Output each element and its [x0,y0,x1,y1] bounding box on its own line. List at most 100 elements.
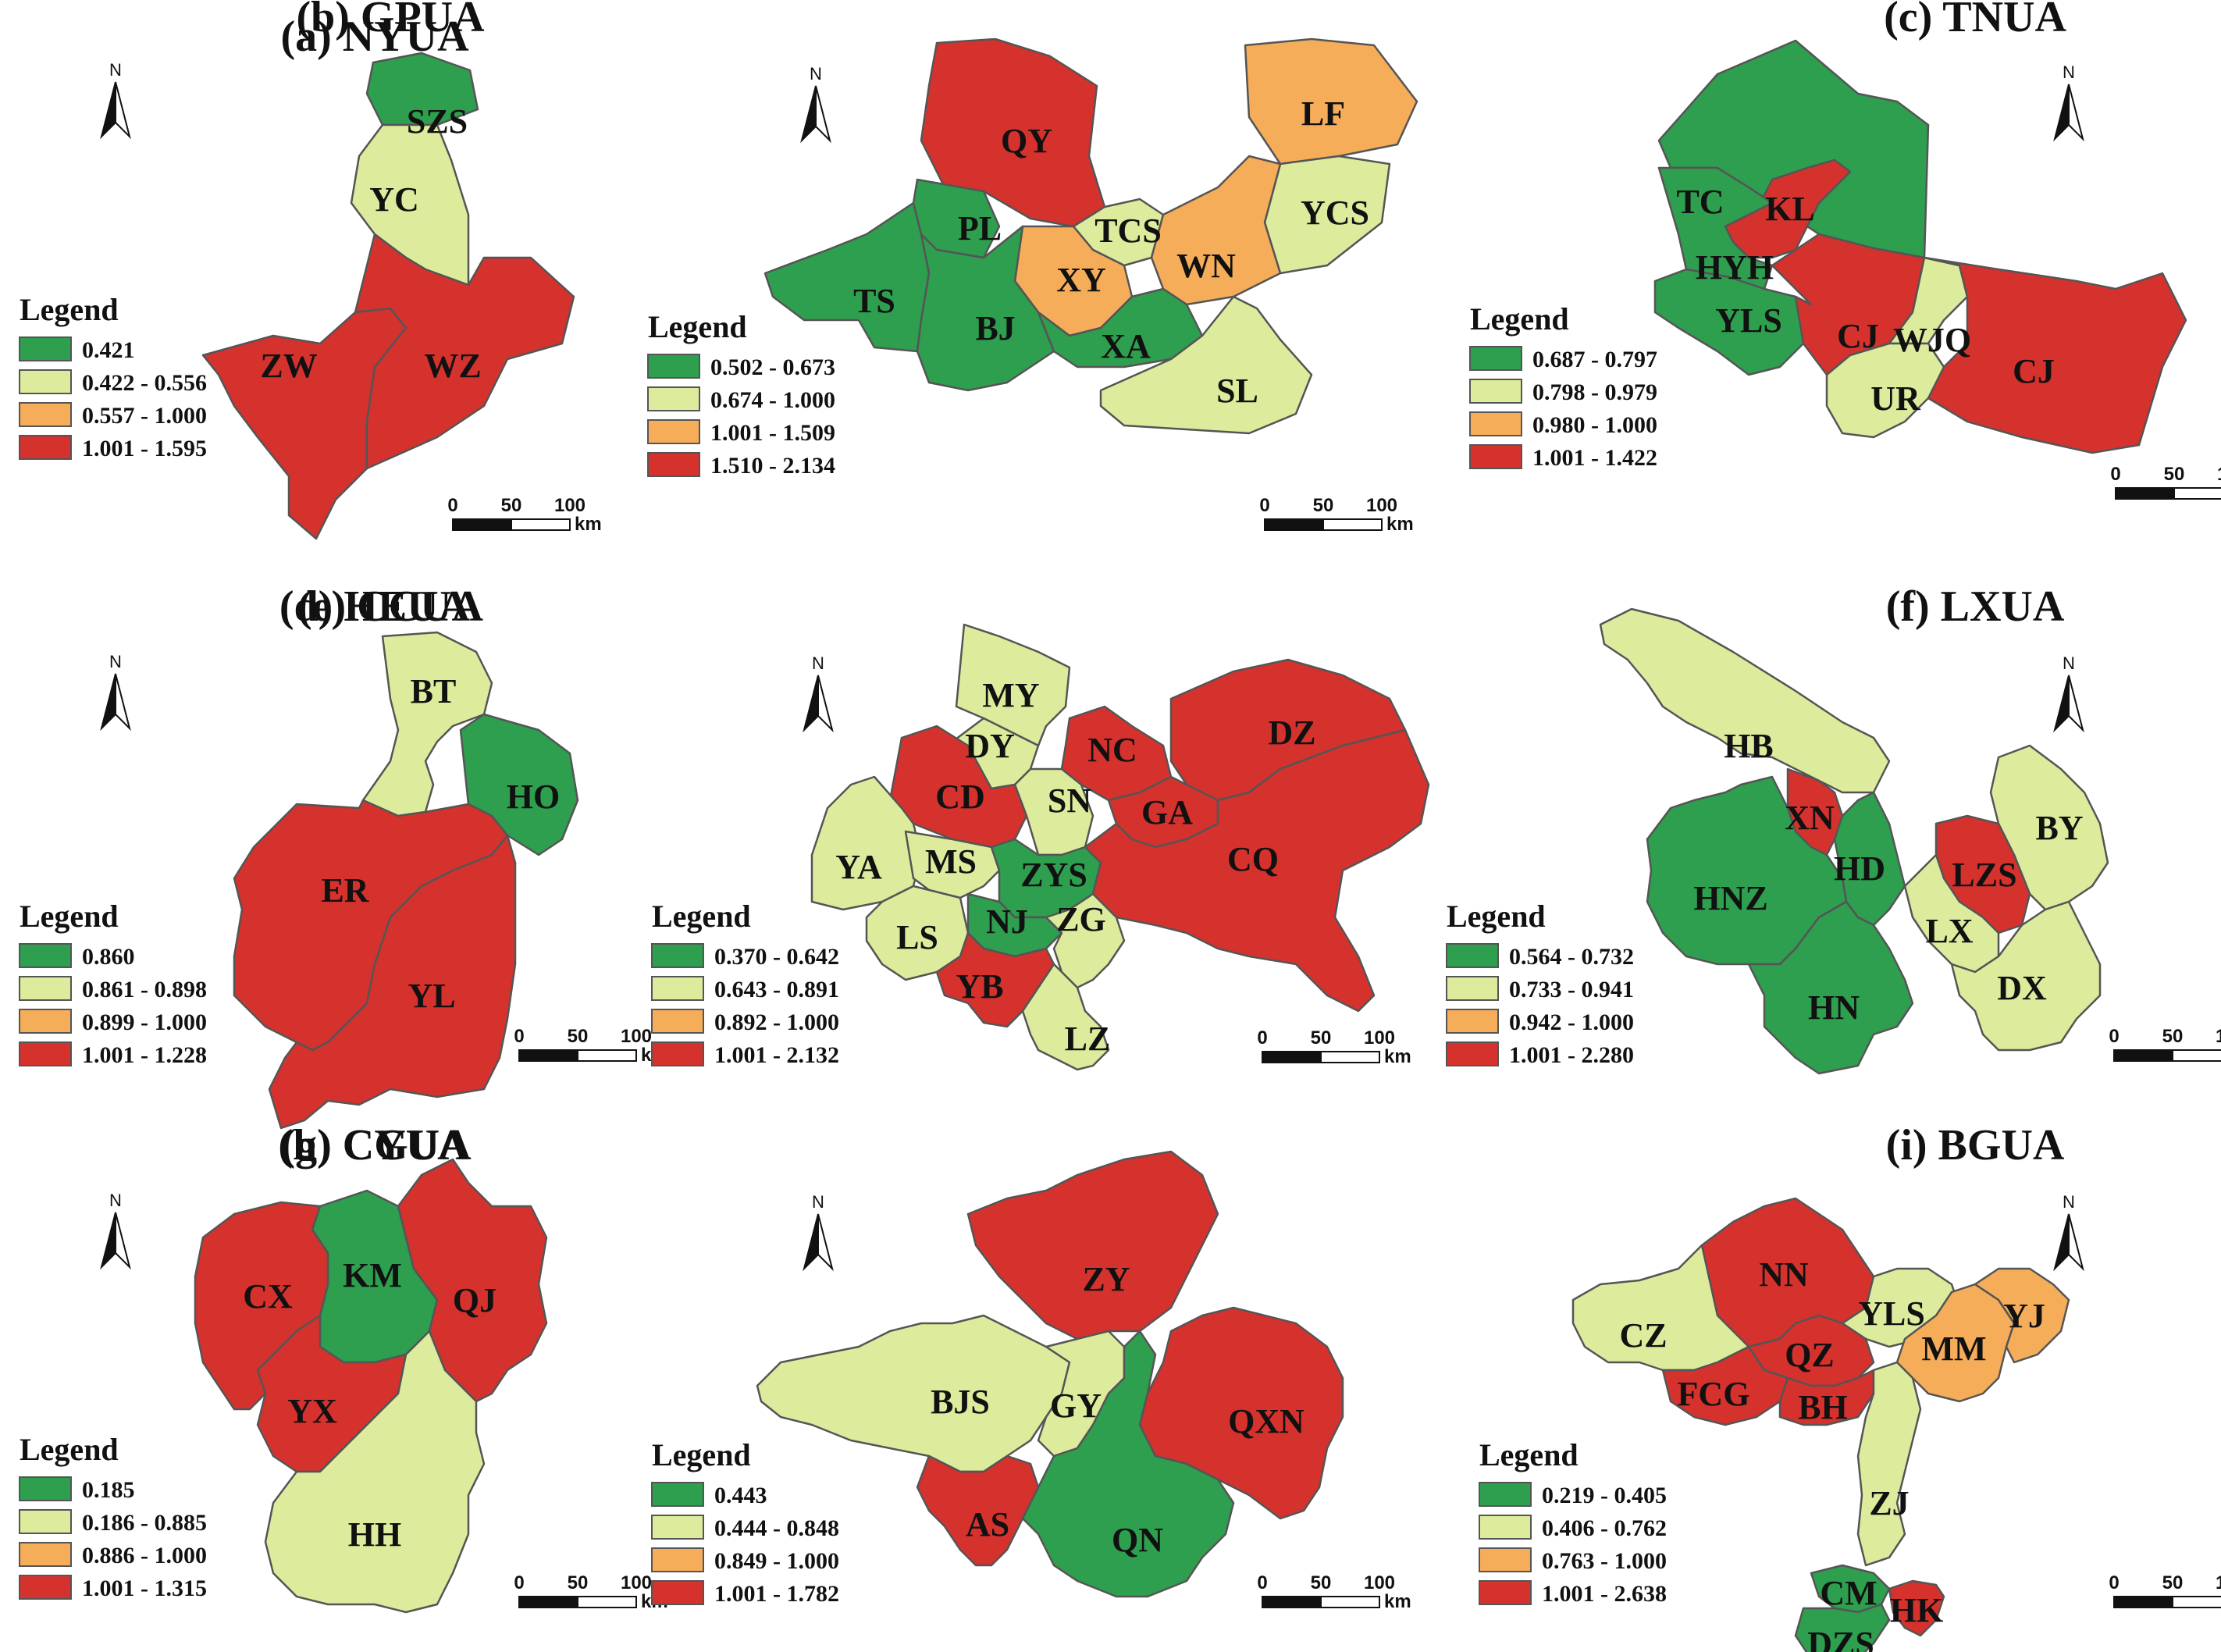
scale-tick: 100 [2216,1572,2221,1593]
legend-label: 0.733 - 0.941 [1509,977,1634,1002]
region-szs[interactable] [365,52,479,126]
region-zg[interactable] [1045,892,1126,989]
legend-swatch [647,452,700,477]
region-lz[interactable] [1021,963,1110,1071]
legend-label: 0.861 - 0.898 [82,977,207,1002]
legend-swatch [19,1542,72,1567]
region-cj[interactable] [1923,256,2187,454]
legend-label: 1.001 - 1.422 [1532,445,1657,471]
region-label-cj: CJ [2013,352,2055,390]
panel-title: (f) LXUA [1886,582,2065,631]
legend: Legend 0.443 0.444 - 0.848 0.849 - 1.000 1.0… [651,1437,839,1607]
region-dx[interactable] [1950,900,2102,1052]
region-wz[interactable] [354,233,575,470]
legend-label: 0.942 - 1.000 [1509,1009,1634,1035]
region-label-cx: CX [243,1277,293,1316]
region-label-pl: PL [958,209,1002,247]
region-yj[interactable] [1974,1267,2070,1364]
legend-title: Legend [1447,899,1546,934]
legend-swatch [647,419,700,444]
region-label-yc: YC [369,180,419,219]
region-hk[interactable] [1888,1579,1945,1637]
scale-tick: 100 [621,1026,652,1047]
scale-tick: 50 [2164,464,2185,485]
panel-i-regions [1571,1197,2070,1652]
region-lx[interactable] [1903,853,2000,974]
legend-label: 1.510 - 2.134 [710,453,835,479]
north-label: N [109,1191,122,1210]
scale-tick: 50 [1311,1027,1332,1049]
scale-tick: 50 [1313,495,1334,516]
legend-label: 1.001 - 1.782 [714,1581,839,1607]
legend-label: 1.001 - 1.228 [82,1042,207,1068]
region-label-ya: YA [835,848,882,886]
north-arrow-icon: N [2053,1192,2084,1272]
scale-unit: km [575,514,602,535]
scale-unit: km [1386,514,1414,535]
north-label: N [812,653,824,673]
legend-label: 0.798 - 0.979 [1532,379,1657,405]
region-label-yx: YX [287,1392,337,1430]
panel-f: HB XN BY HD LZS HNZ LX DX HN (f) LXUA N Legend 0.564… [1446,582,2221,1075]
north-arrow-icon: N [803,653,834,733]
legend-swatch [1446,976,1499,1001]
legend: Legend 0.502 - 0.673 0.674 - 1.000 1.001 - … [647,309,835,479]
legend-swatch [1446,943,1499,968]
region-label-sn: SN [1048,781,1091,820]
region-bh[interactable] [1778,1369,1875,1426]
scale-tick: 0 [1259,495,1269,516]
scale-tick: 100 [554,495,586,516]
region-label-cq: CQ [1227,840,1279,878]
panel-d: BT HO ER YL (d) HEUA N Legend 0.860 0.861 - 0.89… [19,582,668,1130]
region-zy[interactable] [966,1150,1219,1340]
region-sl[interactable] [1099,295,1313,435]
scale-tick: 0 [2109,1572,2119,1593]
region-lf[interactable] [1244,37,1418,166]
legend-label: 0.899 - 1.000 [82,1009,207,1035]
scale-tick: 100 [1366,495,1397,516]
region-label-zys: ZYS [1020,856,1087,894]
north-label: N [2063,1192,2075,1212]
scale-tick: 50 [568,1572,589,1593]
legend-label: 0.557 - 1.000 [82,403,207,429]
region-my[interactable] [955,623,1071,747]
region-yl[interactable] [268,834,517,1130]
region-hh[interactable] [264,1330,486,1614]
region-bt[interactable] [361,631,493,817]
scale-tick: 0 [514,1026,524,1047]
legend-label: 1.001 - 1.595 [82,436,207,461]
region-ms[interactable] [904,830,1001,899]
region-label-tc: TC [1676,183,1724,221]
panel-d-regions [233,631,579,1130]
region-xa[interactable] [1037,287,1204,368]
region-hn[interactable] [1747,900,1914,1075]
north-arrow-icon: N [2053,653,2084,733]
scale-tick: 0 [447,495,457,516]
region-label-szs: SZS [407,102,468,141]
region-qn[interactable] [1021,1330,1235,1598]
region-zj[interactable] [1856,1361,1922,1567]
legend-label: 0.643 - 0.891 [714,977,839,1002]
legend-swatch [19,1476,72,1501]
legend-title: Legend [20,899,119,934]
region-label-zg: ZG [1056,900,1106,938]
region-label-qy: QY [1001,122,1052,160]
region-label-ur: UR [1870,379,1921,418]
region-dzs[interactable] [1794,1603,1891,1652]
region-bj[interactable] [916,225,1055,392]
region-qj[interactable] [397,1158,548,1403]
legend-swatch [19,1009,72,1034]
legend-label: 0.564 - 0.732 [1509,944,1634,970]
region-as[interactable] [916,1454,1040,1567]
region-hnz[interactable] [1646,775,1848,966]
region-ur[interactable] [1825,342,1945,439]
region-sn[interactable] [1013,767,1094,856]
region-label-lx: LX [1925,912,1973,950]
region-mm[interactable] [1895,1283,2016,1403]
legend-swatch [19,976,72,1001]
legend: Legend 0.370 - 0.642 0.643 - 0.891 0.892 - … [651,899,839,1068]
region-label-nc: NC [1087,731,1137,769]
region-cq[interactable] [1084,728,1430,1013]
